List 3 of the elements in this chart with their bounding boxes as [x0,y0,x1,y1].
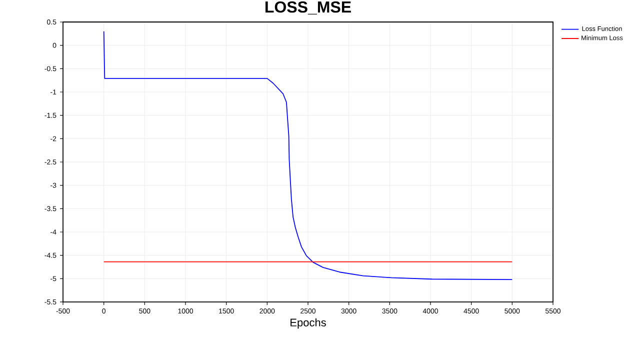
chart-title: LOSS_MSE [266,1,351,14]
x-axis-title: Epochs [290,318,326,329]
line-series [103,30,513,280]
